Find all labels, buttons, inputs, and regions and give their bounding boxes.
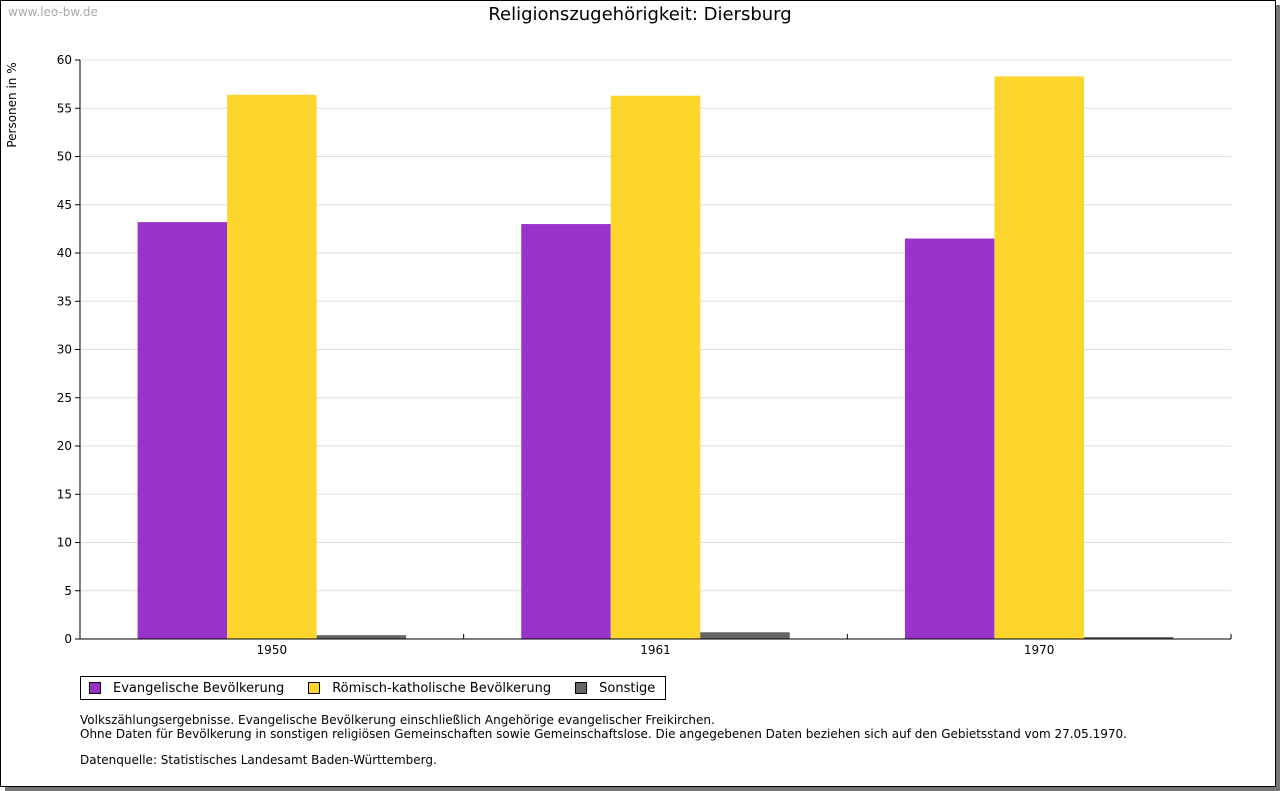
y-tick-label: 15: [57, 487, 72, 501]
y-tick-label: 35: [57, 294, 72, 308]
y-tick-label: 0: [64, 632, 72, 646]
bar-1950-series-2: [316, 635, 407, 639]
x-tick-label: 1970: [1024, 643, 1055, 657]
legend-swatch-katholisch: [308, 682, 321, 694]
legend-label-sonstige: Sonstige: [599, 680, 656, 696]
y-tick-label: 10: [57, 536, 72, 550]
legend: Evangelische Bevölkerung Römisch-katholi…: [80, 676, 667, 700]
axes: 0 5 10 15 20 25 30 35 40 45 50 55 60 1950 1961 1970: [57, 53, 1232, 657]
bars: [137, 76, 1174, 640]
x-tick-label: 1950: [257, 643, 288, 657]
y-tick-label: 20: [57, 439, 72, 453]
footnote-line-1: Volkszählungsergebnisse. Evangelische Be…: [80, 713, 715, 727]
bar-1950-series-0: [137, 222, 228, 639]
y-tick-label: 30: [57, 343, 72, 357]
x-tick-label: 1961: [640, 643, 671, 657]
legend-swatch-evangelisch: [89, 682, 101, 694]
bar-1950-series-1: [227, 94, 317, 640]
y-tick-label: 45: [57, 198, 72, 212]
bar-1970-series-0: [904, 238, 995, 639]
legend-item-evangelisch: Evangelische Bevölkerung: [89, 681, 284, 696]
watermark: www.leo-bw.de: [8, 5, 98, 19]
bar-1970-series-2: [1083, 637, 1174, 639]
footnote-line-2: Ohne Daten für Bevölkerung in sonstigen …: [80, 727, 1127, 741]
chart-title: Religionszugehörigkeit: Diersburg: [488, 4, 792, 25]
legend-swatch-sonstige: [575, 682, 588, 694]
legend-label-katholisch: Römisch-katholische Bevölkerung: [332, 680, 552, 696]
data-source: Datenquelle: Statistisches Landesamt Bad…: [80, 753, 437, 767]
y-tick-label: 55: [57, 101, 72, 115]
y-tick-label: 60: [57, 53, 72, 67]
y-tick-label: 50: [57, 150, 72, 164]
legend-label-evangelisch: Evangelische Bevölkerung: [113, 680, 285, 696]
legend-item-katholisch: Römisch-katholische Bevölkerung: [308, 681, 551, 696]
y-tick-label: 5: [64, 584, 72, 598]
bar-1961-series-0: [521, 224, 611, 640]
bar-1961-series-1: [610, 95, 701, 639]
bar-1970-series-1: [994, 76, 1084, 639]
y-tick-label: 25: [57, 391, 72, 405]
bar-1961-series-2: [700, 632, 790, 639]
y-tick-label: 40: [57, 246, 72, 260]
legend-item-sonstige: Sonstige: [575, 681, 655, 696]
